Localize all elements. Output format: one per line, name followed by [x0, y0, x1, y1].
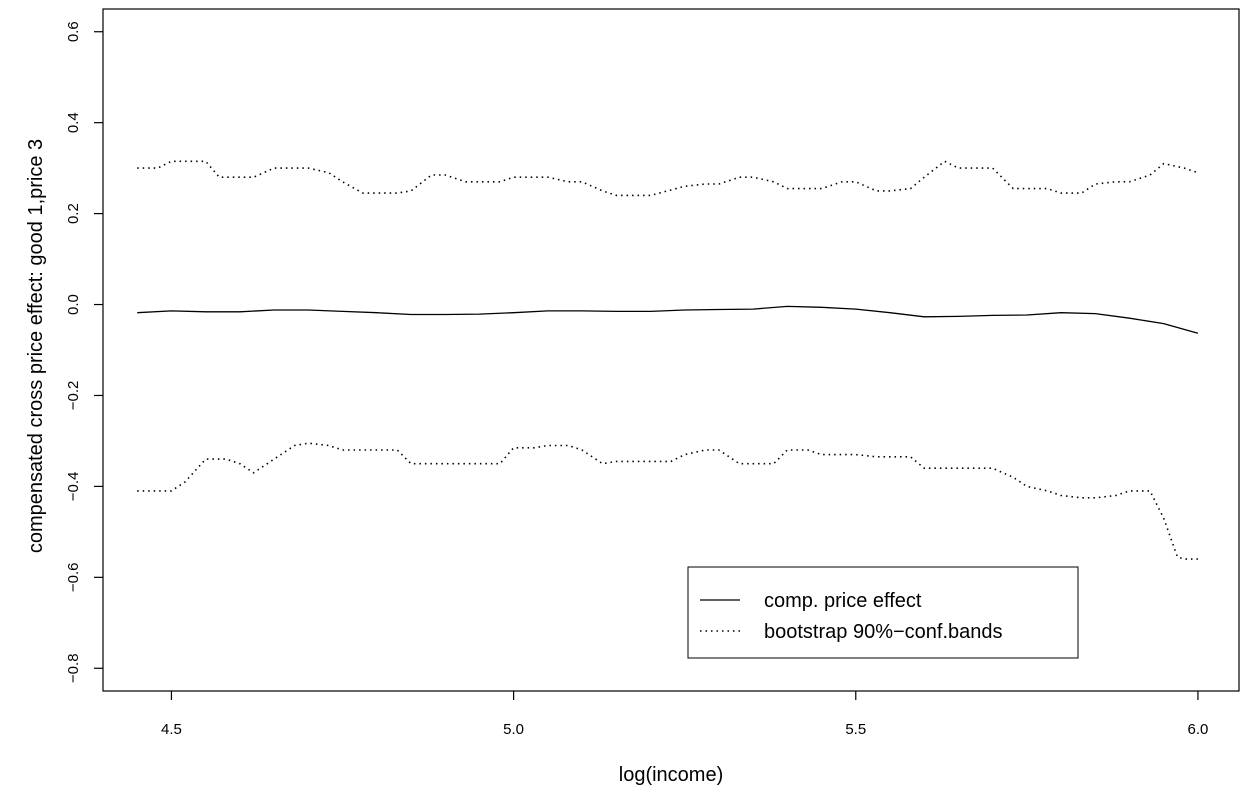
y-tick-label: −0.4 [65, 472, 82, 502]
series-upper-conf-band [137, 160, 1199, 197]
y-tick-label: 0.0 [65, 294, 82, 315]
y-tick-label: −0.8 [65, 653, 82, 683]
series-comp-price-effect [137, 305, 1199, 334]
x-axis-title: log(income) [619, 764, 723, 786]
x-axis: 4.5 5.0 5.5 6.0 [161, 691, 1208, 738]
x-tick-label: 5.0 [503, 721, 524, 738]
y-tick-label: −0.2 [65, 381, 82, 411]
series-layer [137, 160, 1199, 560]
x-tick-label: 4.5 [161, 721, 182, 738]
legend-label-comp-price-effect: comp. price effect [764, 590, 922, 612]
y-axis-title: compensated cross price effect: good 1,p… [25, 139, 47, 553]
y-axis: −0.8 −0.6 −0.4 −0.2 0.0 0.2 0.4 0.6 [65, 21, 103, 683]
x-tick-label: 6.0 [1188, 721, 1209, 738]
x-tick-label: 5.5 [845, 721, 866, 738]
y-tick-label: 0.4 [65, 112, 82, 133]
legend-label-bootstrap-bands: bootstrap 90%−conf.bands [764, 621, 1003, 643]
plot-frame [102, 8, 1240, 692]
y-tick-label: 0.2 [65, 203, 82, 224]
legend: comp. price effect bootstrap 90%−conf.ba… [687, 566, 1079, 659]
legend-box [687, 566, 1079, 659]
y-tick-label: −0.6 [65, 563, 82, 593]
y-tick-label: 0.6 [65, 21, 82, 42]
series-lower-conf-band [137, 442, 1198, 560]
